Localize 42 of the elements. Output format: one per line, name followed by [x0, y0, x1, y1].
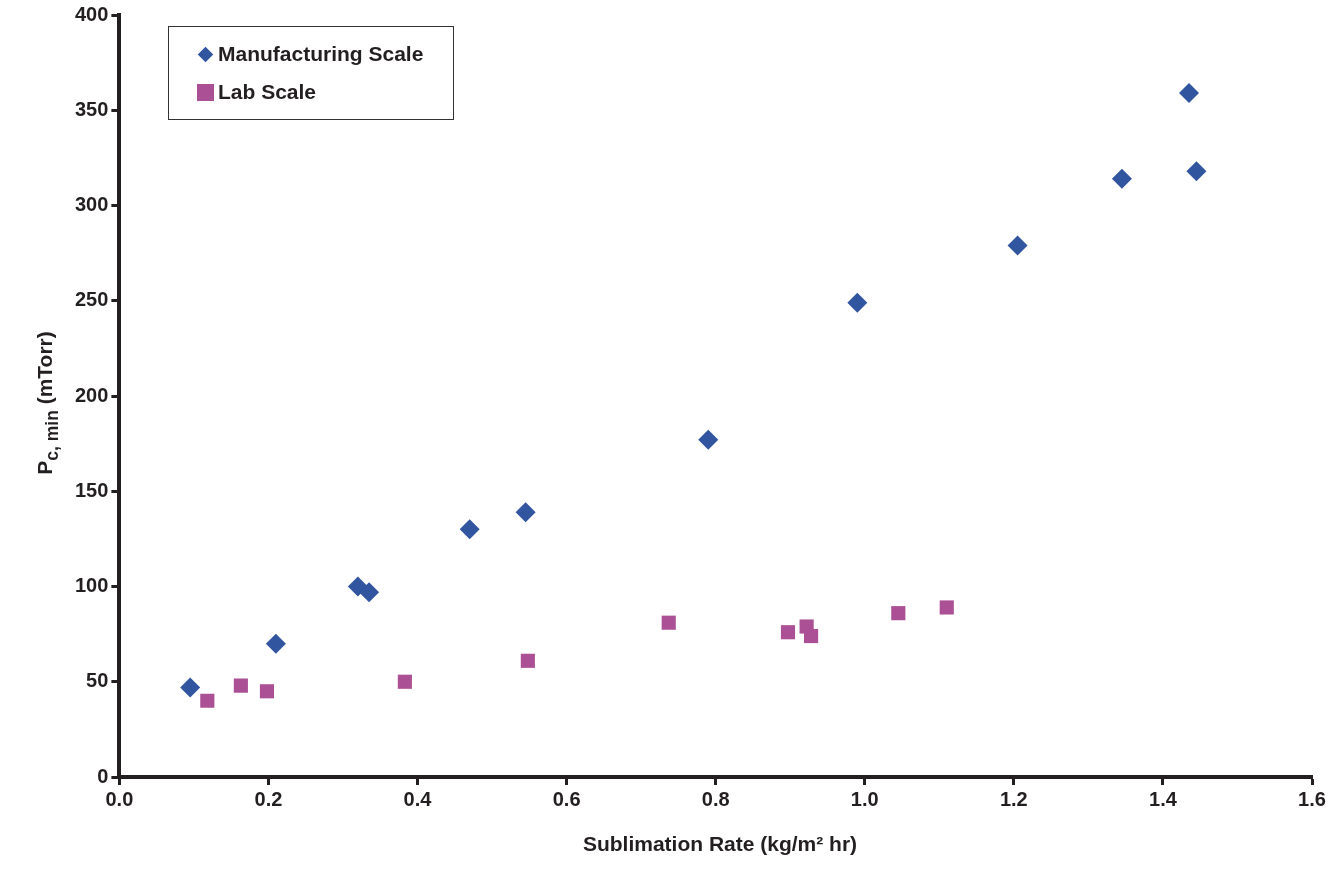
legend-label: Lab Scale [218, 80, 317, 104]
x-tick-label: 1.6 [1298, 787, 1326, 810]
point [520, 653, 535, 668]
y-tick-label: 350 [74, 97, 109, 120]
point [459, 519, 480, 540]
legend-label: Manufacturing Scale [218, 42, 424, 66]
y-tick-label: 0 [97, 764, 109, 787]
point [1179, 83, 1200, 104]
point [1007, 235, 1028, 256]
point [397, 674, 412, 689]
x-tick-label: 0.2 [254, 787, 283, 810]
y-tick-label: 100 [74, 574, 109, 597]
point [200, 693, 215, 708]
point [259, 684, 275, 699]
point [780, 625, 796, 640]
point [1111, 168, 1132, 189]
point [265, 633, 286, 654]
x-tick-label: 0.0 [105, 787, 134, 810]
point [661, 615, 676, 630]
x-tick-label: 1.0 [850, 787, 879, 810]
x-tick-label: 1.2 [999, 787, 1028, 810]
x-tick-label: 0.8 [701, 787, 730, 810]
point [804, 628, 819, 644]
y-tick-label: 300 [74, 193, 109, 216]
y-tick-label: 150 [74, 478, 109, 501]
point [180, 677, 201, 698]
point [847, 292, 868, 313]
point [1186, 161, 1207, 182]
point [233, 678, 248, 693]
y-tick-label: 400 [74, 2, 109, 25]
x-tick-label: 0.6 [552, 787, 581, 810]
point [891, 606, 906, 621]
point [359, 582, 380, 603]
y-tick-label: 200 [74, 383, 109, 406]
x-tick-label: 0.4 [403, 787, 433, 810]
y-tick-label: 50 [86, 669, 109, 692]
point [939, 600, 954, 615]
point [515, 502, 536, 523]
y-tick-label: 250 [74, 288, 109, 311]
x-axis-title: Sublimation Rate (kg/m² hr) [582, 832, 858, 856]
x-tick-label: 1.4 [1149, 787, 1178, 810]
point [698, 429, 719, 450]
